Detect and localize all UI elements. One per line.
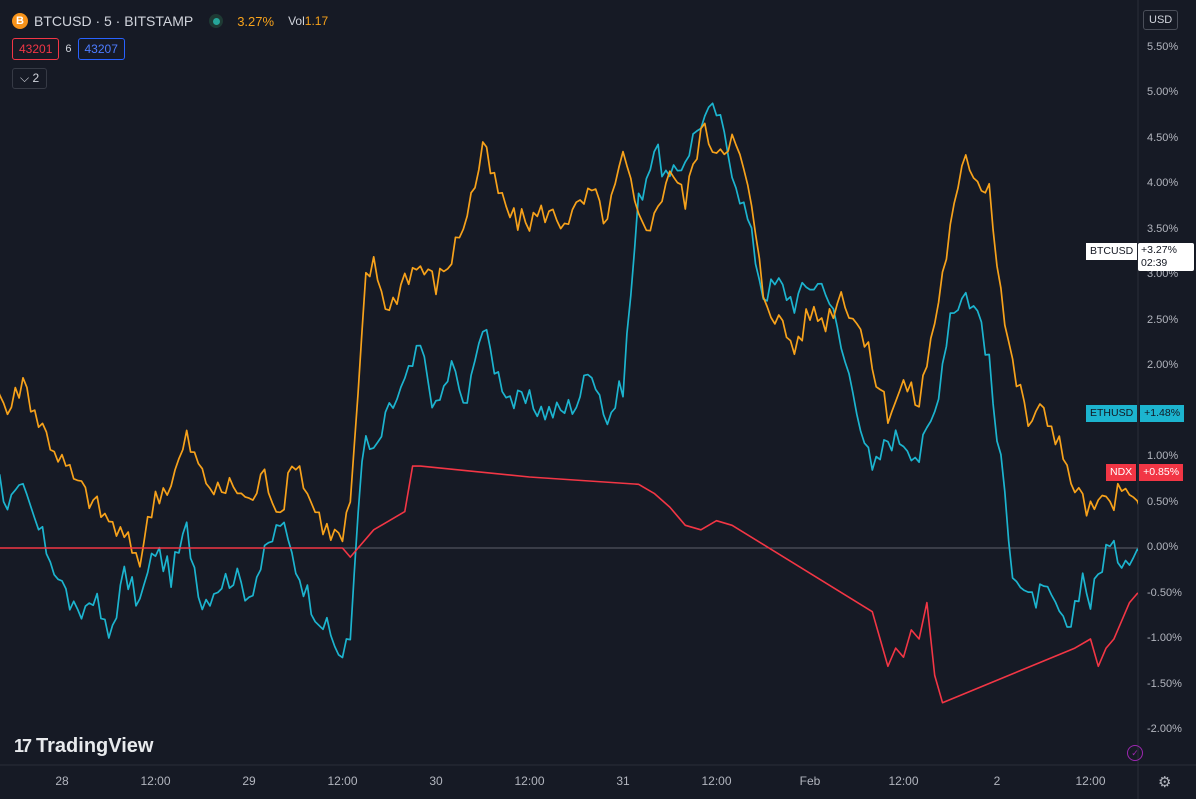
btc-axis-label: +3.27% 02:39 — [1138, 243, 1194, 271]
x-tick-label: 12:00 — [327, 774, 358, 788]
x-tick-label: 31 — [616, 774, 630, 788]
ndx-tag-name: NDX — [1106, 464, 1137, 481]
y-tick-label: -1.00% — [1147, 632, 1182, 644]
ndx-price-tag: NDX +0.85% — [1106, 464, 1184, 481]
y-tick-label: 5.50% — [1147, 40, 1179, 53]
indicator-count: 2 — [32, 71, 40, 85]
y-tick-label: 1.00% — [1147, 450, 1179, 462]
volume-label: Vol — [288, 14, 305, 28]
trade-buttons: 43201 6 43207 — [12, 38, 125, 60]
spread-value: 6 — [65, 43, 72, 55]
series-line-btcusd[interactable] — [0, 122, 1196, 568]
events-icon[interactable]: ✓ — [1127, 745, 1143, 761]
symbol-header: B BTCUSD · 5 · BITSTAMP 3.27% Vol1.17 — [12, 10, 328, 32]
bitcoin-icon: B — [12, 13, 28, 29]
currency-selector[interactable]: USD — [1143, 10, 1179, 30]
btc-tag-name: BTCUSD — [1086, 243, 1138, 260]
y-tick-label: -2.00% — [1147, 723, 1182, 735]
x-tick-label: 12:00 — [701, 774, 732, 788]
y-tick-label: -0.50% — [1147, 586, 1182, 599]
y-tick-label: 0.50% — [1147, 495, 1179, 508]
y-tick-label: 2.50% — [1147, 313, 1179, 326]
x-tick-label: 12:00 — [140, 774, 171, 788]
y-tick-label: 3.00% — [1147, 268, 1179, 280]
ndx-tag-change: +0.85% — [1139, 464, 1184, 481]
collapse-indicators-button[interactable]: ⌵ 2 — [12, 68, 48, 89]
y-tick-label: 3.50% — [1147, 222, 1179, 235]
change-percent: 3.27% — [237, 13, 275, 29]
x-tick-label: 2 — [993, 774, 1001, 788]
y-tick-label: 4.50% — [1147, 131, 1179, 144]
eth-tag-name: ETHUSD — [1086, 405, 1138, 422]
sell-button[interactable]: 43201 — [12, 38, 60, 60]
y-tick-label: 4.00% — [1147, 177, 1179, 189]
y-tick-label: 2.00% — [1147, 359, 1179, 371]
gear-icon[interactable]: ⚙ — [1158, 774, 1172, 791]
brand-name: TradingView — [36, 735, 154, 757]
series-line-ethusd[interactable] — [0, 102, 1196, 659]
volume-readout: Vol1.17 — [288, 14, 328, 28]
y-tick-label: 0.00% — [1147, 541, 1179, 553]
btc-price-tag: BTCUSD — [1086, 243, 1138, 260]
tradingview-icon: 17 — [14, 736, 32, 756]
eth-tag-change: +1.48% — [1140, 405, 1185, 422]
x-tick-label: 30 — [429, 774, 443, 788]
x-tick-label: 12:00 — [514, 774, 545, 788]
x-tick-label: Feb — [799, 774, 821, 788]
chevron-down-icon: ⌵ — [20, 71, 30, 85]
series-line-ndx[interactable] — [0, 465, 1196, 704]
volume-value: 1.17 — [304, 14, 329, 28]
buy-button[interactable]: 43207 — [77, 38, 125, 60]
y-tick-label: 5.00% — [1147, 86, 1179, 98]
tradingview-logo[interactable]: 17 TradingView — [14, 735, 153, 758]
market-status-icon[interactable] — [209, 14, 224, 28]
symbol-title[interactable]: BTCUSD · 5 · BITSTAMP — [34, 13, 194, 29]
btc-axis-change: +3.27% — [1141, 244, 1177, 256]
x-tick-label: 12:00 — [888, 774, 919, 788]
y-tick-label: -1.50% — [1147, 677, 1182, 690]
eth-price-tag: ETHUSD +1.48% — [1086, 405, 1185, 422]
x-tick-label: 29 — [242, 774, 256, 788]
x-tick-label: 12:00 — [1075, 774, 1106, 788]
x-tick-label: 28 — [55, 774, 69, 788]
btc-countdown: 02:39 — [1141, 257, 1168, 269]
